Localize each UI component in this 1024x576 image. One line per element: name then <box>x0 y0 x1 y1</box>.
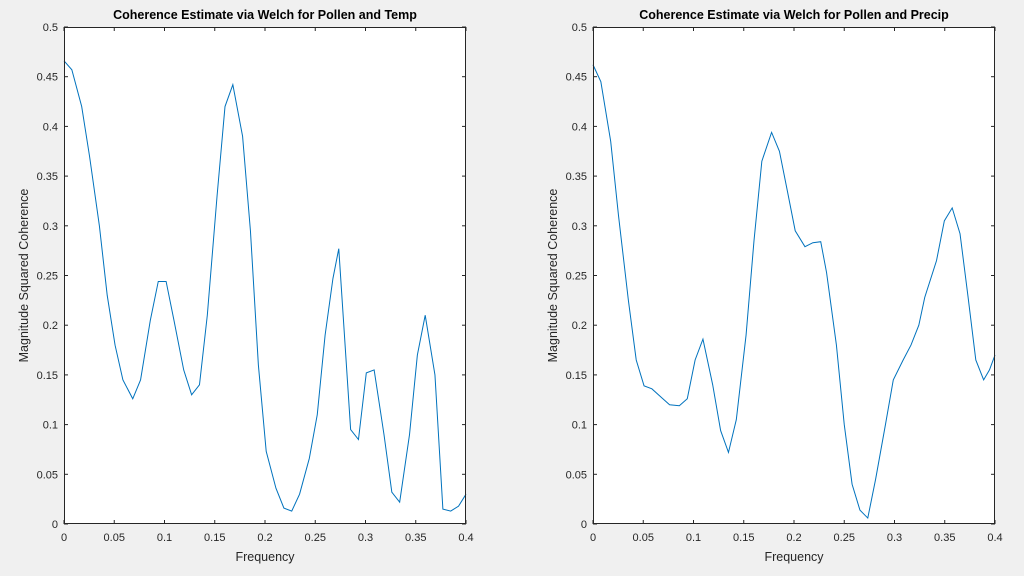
y-axis-ticks: 0 0.05 0.1 0.15 0.2 0.25 0.3 0.35 0.4 0.45 0.5 <box>566 22 995 531</box>
x-tick-label: 0.35 <box>934 532 955 544</box>
y-axis-label: Magnitude Squared Coherence <box>546 189 560 363</box>
x-tick-label: 0.1 <box>686 532 701 544</box>
x-tick-label: 0.05 <box>633 532 654 544</box>
x-tick-label: 0 <box>61 532 67 544</box>
x-tick-label: 0.4 <box>987 532 1002 544</box>
x-axis-ticks: 0 0.05 0.1 0.15 0.2 0.25 0.3 0.35 0.4 <box>61 27 474 544</box>
x-tick-label: 0.35 <box>405 532 426 544</box>
y-tick-label: 0.05 <box>37 469 58 481</box>
y-tick-label: 0.5 <box>572 22 587 34</box>
y-tick-label: 0.2 <box>43 320 58 332</box>
chart-pollen-precip: 0 0.05 0.1 0.15 0.2 0.25 0.3 0.35 0.4 0 0.05 0.1 0.… <box>546 8 1003 564</box>
y-tick-label: 0.4 <box>572 121 587 133</box>
x-tick-label: 0.05 <box>104 532 125 544</box>
x-tick-label: 0.1 <box>157 532 172 544</box>
y-tick-label: 0.25 <box>566 271 587 283</box>
y-tick-label: 0.3 <box>43 221 58 233</box>
x-axis-label: Frequency <box>764 550 824 564</box>
chart-pollen-temp: 0 0.05 0.1 0.15 0.2 0.25 0.3 0.35 0.4 0 0.05 0.1 0.… <box>17 8 474 564</box>
chart-title: Coherence Estimate via Welch for Pollen … <box>639 8 949 22</box>
plot-area <box>64 27 466 524</box>
y-tick-label: 0 <box>52 519 58 531</box>
x-tick-label: 0.15 <box>204 532 225 544</box>
y-tick-label: 0.1 <box>43 420 58 432</box>
series-line <box>592 64 996 520</box>
x-axis-label: Frequency <box>235 550 295 564</box>
x-tick-label: 0.2 <box>257 532 272 544</box>
x-tick-label: 0.25 <box>305 532 326 544</box>
x-tick-label: 0.3 <box>887 532 902 544</box>
y-tick-label: 0.15 <box>37 370 58 382</box>
series-line <box>63 60 467 512</box>
y-tick-label: 0.35 <box>566 171 587 183</box>
x-tick-label: 0.25 <box>834 532 855 544</box>
y-axis-label: Magnitude Squared Coherence <box>17 189 31 363</box>
y-tick-label: 0 <box>581 519 587 531</box>
x-axis-ticks: 0 0.05 0.1 0.15 0.2 0.25 0.3 0.35 0.4 <box>590 27 1003 544</box>
y-tick-label: 0.45 <box>566 72 587 84</box>
y-tick-label: 0.45 <box>37 72 58 84</box>
y-tick-label: 0.15 <box>566 370 587 382</box>
y-tick-label: 0.4 <box>43 121 58 133</box>
y-tick-label: 0.5 <box>43 22 58 34</box>
y-tick-label: 0.3 <box>572 221 587 233</box>
x-tick-label: 0.15 <box>733 532 754 544</box>
y-tick-label: 0.2 <box>572 320 587 332</box>
plot-area <box>593 27 995 524</box>
y-axis-ticks: 0 0.05 0.1 0.15 0.2 0.25 0.3 0.35 0.4 0.45 0.5 <box>37 22 466 531</box>
chart-title: Coherence Estimate via Welch for Pollen … <box>113 8 417 22</box>
x-tick-label: 0.2 <box>786 532 801 544</box>
y-tick-label: 0.05 <box>566 469 587 481</box>
x-tick-label: 0.3 <box>358 532 373 544</box>
y-tick-label: 0.1 <box>572 420 587 432</box>
x-tick-label: 0 <box>590 532 596 544</box>
y-tick-label: 0.25 <box>37 271 58 283</box>
y-tick-label: 0.35 <box>37 171 58 183</box>
x-tick-label: 0.4 <box>458 532 473 544</box>
